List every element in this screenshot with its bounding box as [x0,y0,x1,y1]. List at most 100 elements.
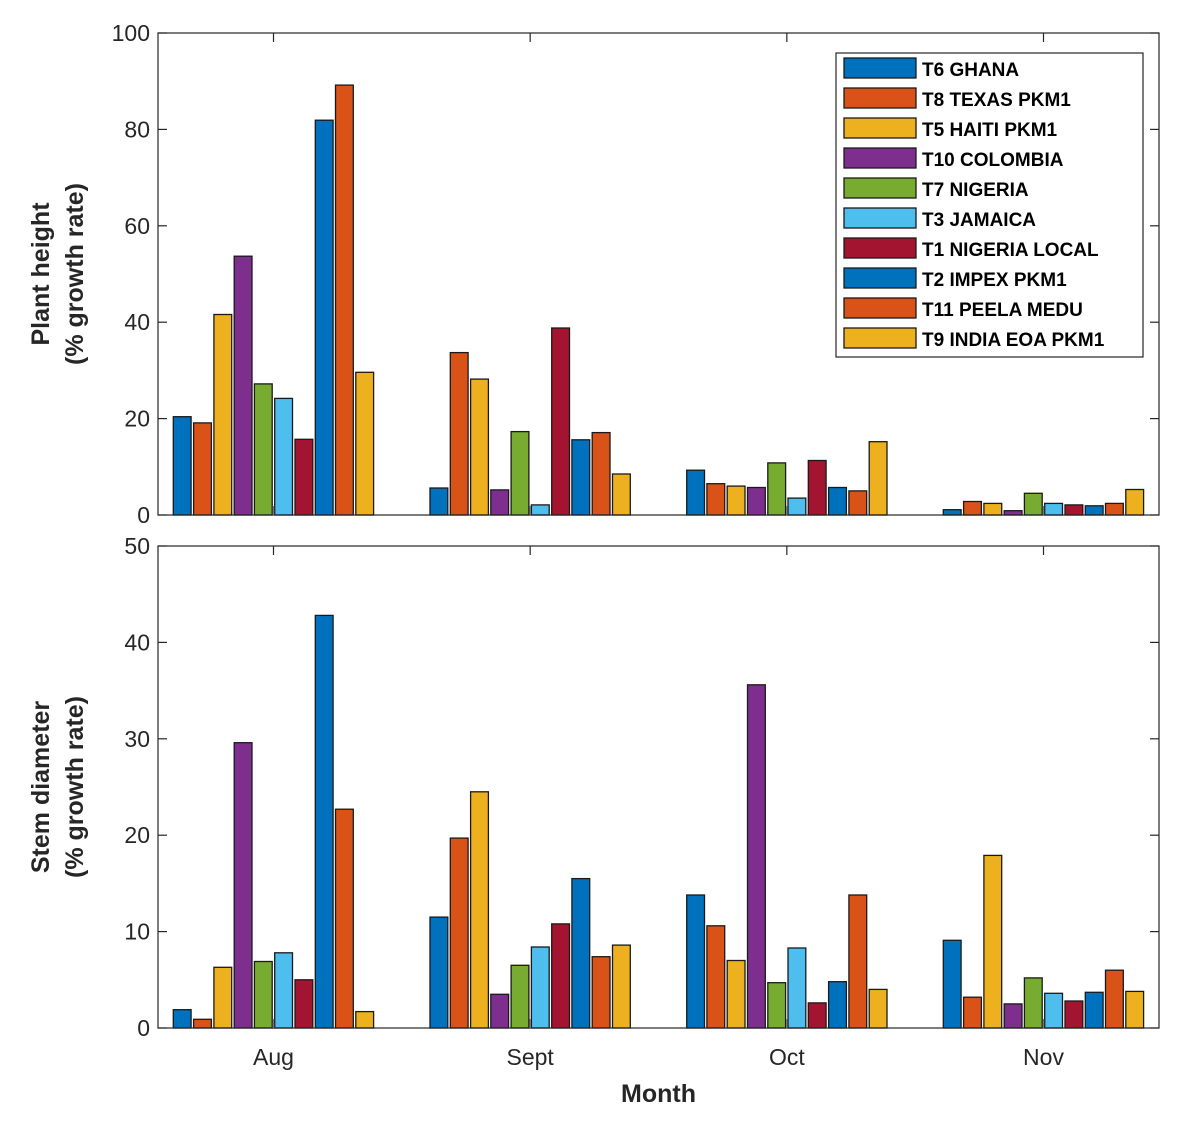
stem-diameter-bar-t1-nigeria-local-oct [807,1002,827,1029]
stem-diameter-axes-frame [157,545,1160,1029]
plant-height-ytick-label: 0 [137,502,150,528]
legend-label-t7-nigeria: T7 NIGERIA [922,180,1029,201]
x-axis-title: Month [621,1080,696,1108]
stem-diameter-bar-t10-colombia-sept [490,993,510,1029]
plant-height-bar-t8-texas-pkm1-nov [962,500,983,516]
plant-height-bars [172,84,1145,516]
plant-height-bar-t1-nigeria-local-aug [294,438,314,516]
stem-diameter-bar-t2-impex-pkm1-aug [314,614,334,1029]
legend-label-t10-colombia: T10 COLOMBIA [922,150,1064,171]
stem-diameter-bar-t9-india-eoa-pkm1-nov [1125,990,1145,1029]
stem-diameter-ylabel-line1: Stem diameter [27,701,55,874]
plant-height-bar-t3-jamaica-aug [274,397,294,516]
plant-height-bar-t11-peela-medu-aug [334,84,354,516]
plant-height-bar-t3-jamaica-oct [787,497,807,516]
plant-height-bar-t10-colombia-aug [233,255,253,516]
stem-diameter-bar-t6-ghana-sept [429,916,449,1029]
stem-diameter-bar-t5-haiti-pkm1-oct [726,959,746,1029]
stem-diameter-bar-t7-nigeria-oct [767,982,787,1029]
plant-height-ytick-label: 20 [124,406,150,432]
legend-label-t9-india-eoa-pkm1: T9 INDIA EOA PKM1 [922,330,1105,351]
stem-diameter-bar-t10-colombia-aug [233,742,253,1029]
plant-height-bar-t2-impex-pkm1-sept [571,439,591,516]
stem-diameter-bar-t6-ghana-oct [686,894,706,1029]
stem-diameter-bar-t2-impex-pkm1-nov [1084,991,1104,1029]
legend-swatch-t6-ghana [843,57,917,79]
plant-height-bar-t1-nigeria-local-nov [1064,504,1084,516]
plant-height-bar-t8-texas-pkm1-sept [449,351,469,516]
plant-height-bar-t9-india-eoa-pkm1-sept [611,473,631,516]
stem-diameter-bar-t5-haiti-pkm1-nov [983,854,1003,1029]
stem-diameter-bar-t9-india-eoa-pkm1-sept [611,944,631,1029]
stem-diameter-ytick-label: 30 [124,726,150,752]
stem-diameter-ytick-label: 40 [124,629,150,655]
stem-diameter-bar-t3-jamaica-nov [1044,992,1064,1029]
plant-height-bar-t11-peela-medu-sept [591,431,611,516]
legend-label-t8-texas-pkm1: T8 TEXAS PKM1 [922,90,1071,111]
legend-swatch-t1-nigeria-local [843,237,917,259]
plant-height-bar-t6-ghana-oct [686,469,706,516]
plant-height-bar-t3-jamaica-nov [1044,502,1064,516]
plant-height-bar-t6-ghana-sept [429,487,449,516]
stem-diameter-bar-t8-texas-pkm1-sept [449,837,469,1029]
plant-height-bar-t2-impex-pkm1-nov [1084,505,1104,516]
plant-height-ylabel-line1: Plant height [27,202,55,346]
plant-height-bar-t11-peela-medu-nov [1104,502,1124,516]
plant-height-bar-t5-haiti-pkm1-sept [469,378,490,516]
xtick-label-oct: Oct [769,1044,805,1070]
plant-height-y-ticks: 0 20 40 60 80 100 [112,20,1159,528]
legend-swatch-t2-impex-pkm1 [843,267,917,289]
stem-diameter-ytick-label: 20 [124,822,150,848]
stem-diameter-bar-t6-ghana-nov [942,939,962,1029]
plant-height-bar-t7-nigeria-nov [1023,492,1043,516]
plant-height-bar-t11-peela-medu-oct [848,490,868,516]
legend-label-t2-impex-pkm1: T2 IMPEX PKM1 [922,270,1067,291]
stem-diameter-ytick-label: 10 [124,919,150,945]
stem-diameter-bar-t3-jamaica-sept [530,946,550,1029]
legend-label-t1-nigeria-local: T1 NIGERIA LOCAL [922,240,1099,261]
stem-diameter-bar-t7-nigeria-sept [510,964,530,1029]
stem-diameter-bar-t8-texas-pkm1-oct [706,925,726,1029]
plant-height-bar-t7-nigeria-oct [767,462,787,516]
plant-height-bar-t5-haiti-pkm1-oct [726,485,746,516]
plant-height-bar-t7-nigeria-sept [510,430,530,516]
plant-height-bar-t10-colombia-nov [1003,510,1023,516]
plant-height-bar-t9-india-eoa-pkm1-oct [868,441,888,516]
stem-diameter-ylabel-line2: (% growth rate) [61,696,89,878]
plant-height-bar-t2-impex-pkm1-aug [314,119,334,516]
plant-height-bar-t7-nigeria-aug [253,383,273,516]
plant-height-bar-t9-india-eoa-pkm1-aug [355,371,375,516]
plant-height-x-ticks [272,33,1045,515]
plant-height-bar-t1-nigeria-local-sept [551,327,571,516]
legend-swatch-t10-colombia [843,147,917,169]
stem-diameter-bar-t1-nigeria-local-aug [294,979,314,1029]
legend: T6 GHANA T8 TEXAS PKM1 T5 HAITI PKM1 T10 CO… [835,52,1144,358]
plant-height-bar-t5-haiti-pkm1-nov [983,502,1003,516]
legend-swatch-t9-india-eoa-pkm1 [843,327,917,349]
stem-diameter-bar-t10-colombia-oct [746,684,766,1029]
stem-diameter-bars [172,614,1145,1029]
stem-diameter-bar-t8-texas-pkm1-nov [962,996,983,1029]
legend-swatch-t7-nigeria [843,177,917,199]
xtick-label-nov: Nov [1023,1044,1064,1070]
plant-height-ytick-label: 60 [124,213,150,239]
plant-height-bar-t8-texas-pkm1-oct [706,483,726,516]
stem-diameter-bar-t7-nigeria-aug [253,960,273,1029]
legend-label-t3-jamaica: T3 JAMAICA [922,210,1036,231]
stem-diameter-bar-t11-peela-medu-oct [848,894,868,1029]
plant-height-bar-t6-ghana-nov [942,509,962,516]
stem-diameter-bar-t2-impex-pkm1-sept [571,877,591,1029]
legend-label-t6-ghana: T6 GHANA [922,60,1019,81]
legend-swatch-t5-haiti-pkm1 [843,117,917,139]
stem-diameter-bar-t11-peela-medu-aug [334,808,354,1029]
plant-height-bar-t6-ghana-aug [172,416,192,516]
stem-diameter-bar-t2-impex-pkm1-oct [827,981,848,1029]
plant-height-bar-t9-india-eoa-pkm1-nov [1125,488,1145,516]
stem-diameter-bar-t11-peela-medu-nov [1104,969,1124,1029]
stem-diameter-bar-t9-india-eoa-pkm1-oct [868,988,888,1029]
stem-diameter-bar-t11-peela-medu-sept [591,956,611,1029]
plant-height-bar-t1-nigeria-local-oct [807,459,827,516]
stem-diameter-bar-t3-jamaica-aug [274,952,294,1029]
legend-label-t11-peela-medu: T11 PEELA MEDU [922,300,1083,321]
plant-height-ytick-label: 100 [112,20,150,46]
